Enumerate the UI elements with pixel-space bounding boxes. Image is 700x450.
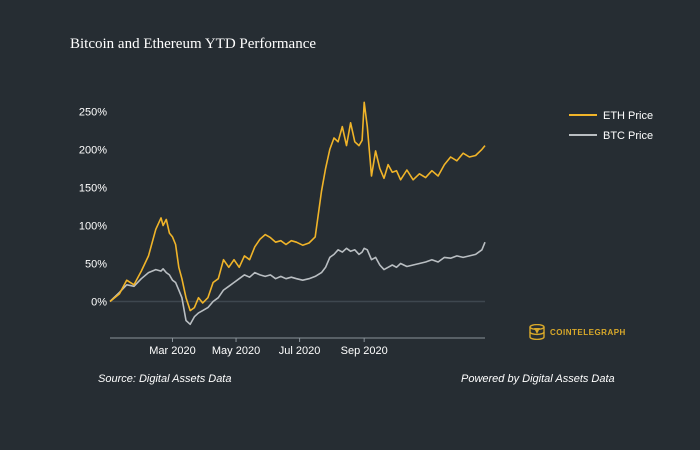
logo-wordmark: COINTELEGRAPH xyxy=(550,327,626,337)
chart-title: Bitcoin and Ethereum YTD Performance xyxy=(70,36,317,52)
y-tick-label: 50% xyxy=(85,258,107,270)
btc-series-line xyxy=(109,241,486,326)
x-tick-label: Sep 2020 xyxy=(341,345,388,357)
x-tick-label: Jul 2020 xyxy=(279,345,321,357)
source-note: Source: Digital Assets Data xyxy=(98,373,232,385)
legend: ETH Price BTC Price xyxy=(569,110,653,142)
y-tick-label: 250% xyxy=(79,106,107,118)
y-tick-label: 100% xyxy=(79,220,107,232)
grid-layer xyxy=(110,300,485,339)
eth-series-line xyxy=(109,101,486,312)
series-layer xyxy=(109,101,486,326)
x-tick-label: Mar 2020 xyxy=(149,345,195,357)
y-tick-label: 150% xyxy=(79,182,107,194)
coin-stack-icon xyxy=(529,324,545,340)
eth-legend-label: ETH Price xyxy=(603,110,653,122)
tick-layer: 0% 50% 100% 150% 200% 250% Mar 2020 May 2020 Jul… xyxy=(79,106,388,357)
y-tick-label: 200% xyxy=(79,144,107,156)
btc-legend-label: BTC Price xyxy=(603,130,653,142)
x-tick-label: May 2020 xyxy=(212,345,260,357)
powered-by-note: Powered by Digital Assets Data xyxy=(461,373,615,385)
cointelegraph-logo: COINTELEGRAPH xyxy=(528,324,626,340)
y-tick-label: 0% xyxy=(91,297,107,309)
